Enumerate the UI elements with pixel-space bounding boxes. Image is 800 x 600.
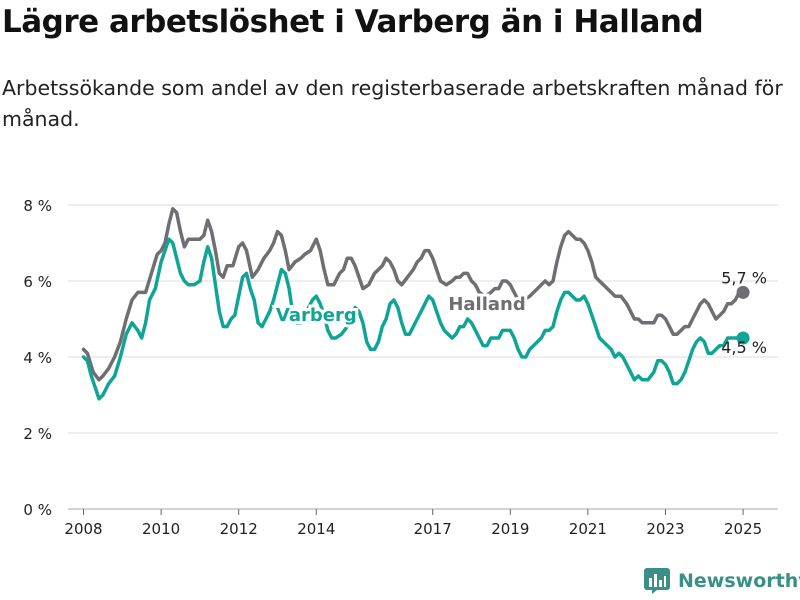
y-tick-label: 4 % (23, 349, 52, 367)
label-layer: 5,7 % 4,5 % Varberg Halland (273, 268, 767, 357)
grid-layer: 0 % 2 % 4 % 6 % 8 % (23, 197, 778, 519)
x-tick-label: 2019 (491, 520, 529, 538)
chart-subtitle: Arbetssökande som andel av den registerb… (2, 76, 783, 131)
x-tick-label: 2023 (646, 520, 684, 538)
x-tick-label: 2008 (64, 520, 102, 538)
end-value-label-varberg: 4,5 % (721, 338, 767, 357)
x-tick-label: 2010 (142, 520, 180, 538)
bar-chart-logo-icon (644, 568, 670, 594)
end-value-label-halland: 5,7 % (721, 268, 767, 287)
newsworthy-brand: Newsworthy (644, 568, 800, 594)
series-layer (81, 207, 750, 401)
y-tick-label: 6 % (23, 273, 52, 291)
end-point-halland (736, 285, 750, 299)
x-tick-label: 2014 (297, 520, 335, 538)
x-tick-label: 2025 (724, 520, 762, 538)
y-tick-label: 8 % (23, 197, 52, 215)
x-tick-label: 2012 (220, 520, 258, 538)
chart-title: Lägre arbetslöshet i Varberg än i Hallan… (2, 4, 704, 40)
x-axis: 2008 2010 2012 2014 2017 2019 2021 2023 2025 (64, 509, 762, 538)
y-tick-label: 2 % (23, 425, 52, 443)
end-point-varberg (736, 331, 750, 345)
y-tick-label: 0 % (23, 501, 52, 519)
x-tick-label: 2021 (569, 520, 607, 538)
x-tick-label: 2017 (414, 520, 452, 538)
series-label-halland: Halland (448, 294, 525, 315)
series-label-varberg: Varberg (276, 305, 357, 326)
series-line-varberg (81, 237, 745, 401)
brand-name: Newsworthy (678, 570, 800, 592)
series-line-halland (81, 207, 745, 382)
